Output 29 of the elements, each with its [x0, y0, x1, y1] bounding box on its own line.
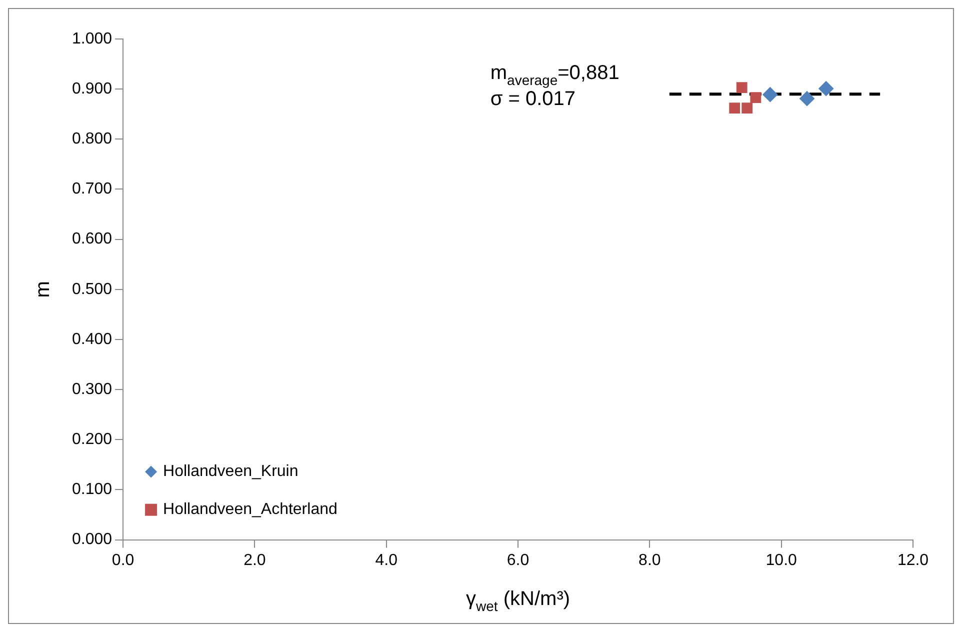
y-tick-label: 0.700: [72, 180, 112, 198]
y-tick-label: 0.200: [72, 431, 112, 448]
y-tick-label: 0.000: [72, 531, 112, 548]
x-tick-label: 8.0: [638, 552, 661, 569]
x-tick-label: 2.0: [244, 552, 266, 569]
y-tick-label: 0.300: [72, 380, 112, 398]
x-tick-label: 4.0: [375, 552, 398, 569]
y-tick-label: 0.400: [72, 330, 112, 348]
y-axis-title: m: [32, 281, 54, 298]
legend-label: Hollandveen_Kruin: [163, 463, 298, 480]
y-tick-label: 1.000: [72, 30, 112, 48]
y-tick-label: 0.800: [72, 130, 112, 148]
x-tick-label: 6.0: [506, 552, 530, 569]
y-tick-label: 0.100: [72, 481, 112, 498]
y-tick-label: 0.900: [72, 80, 112, 98]
point: [762, 87, 778, 102]
x-tick-label: 10.0: [766, 552, 798, 569]
point: [742, 102, 753, 114]
point: [750, 92, 762, 104]
point: [818, 81, 834, 96]
point: [736, 82, 748, 94]
x-tick-label: 12.0: [897, 552, 929, 569]
annotation: σ = 0.017: [490, 88, 576, 110]
point: [729, 102, 740, 114]
y-tick-label: 0.500: [72, 280, 112, 298]
y-tick-label: 0.600: [72, 230, 112, 248]
legend-label: Hollandveen_Achterland: [163, 501, 338, 518]
point: [800, 91, 815, 106]
x-tick-label: 0.0: [112, 552, 134, 569]
